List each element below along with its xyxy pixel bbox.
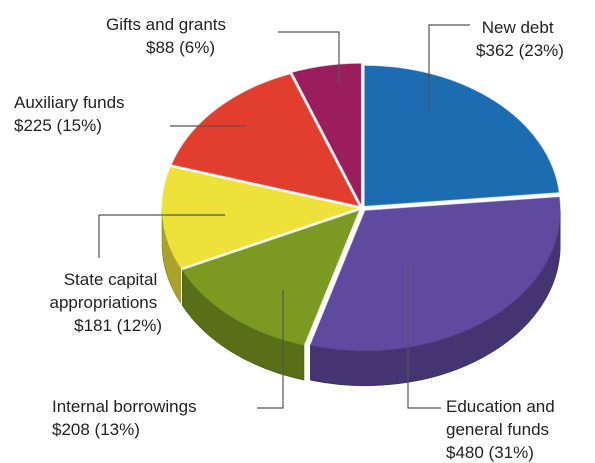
slice-label-internal-borrowings-value: $208 (13%) — [52, 420, 140, 439]
pie-slice-internal-borrowings — [181, 209, 360, 346]
leader-line-internal-borrowings — [257, 290, 284, 409]
slice-label-internal-borrowings: Internal borrowings $208 (13%) — [52, 397, 201, 439]
slice-label-education-general-value: $480 (31%) — [446, 443, 534, 462]
slice-label-auxiliary-funds-name: Auxiliary funds — [14, 93, 125, 112]
slice-label-new-debt-value: $362 (23%) — [476, 41, 564, 60]
slice-label-education-general: Education and general funds $480 (31%) — [446, 397, 559, 462]
slice-label-gifts-grants: Gifts and grants $88 (6%) — [106, 15, 231, 57]
slice-label-state-capital: State capital appropriations $181 (12%) — [50, 270, 162, 335]
slice-label-state-capital-line1: State capital — [64, 270, 158, 289]
slice-label-internal-borrowings-name: Internal borrowings — [52, 397, 197, 416]
slice-label-education-general-line2: general funds — [446, 420, 549, 439]
leader-line-education-general — [407, 262, 441, 409]
slice-label-new-debt-name: New debt — [482, 18, 554, 37]
leader-line-gifts-grants — [278, 31, 340, 84]
slice-label-state-capital-line2: appropriations — [50, 293, 158, 312]
slice-label-new-debt: New debt $362 (23%) — [476, 18, 564, 60]
pie-slice-education-and-general-funds — [309, 196, 561, 352]
leader-lines — [98, 24, 470, 409]
slice-label-auxiliary-funds-value: $225 (15%) — [14, 116, 102, 135]
slice-label-education-general-line1: Education and — [446, 397, 555, 416]
pie-slice-auxiliary-funds — [171, 73, 360, 207]
slice-label-gifts-grants-name: Gifts and grants — [106, 15, 226, 34]
leader-line-state-capital — [98, 214, 225, 258]
pie-slice-new-debt — [364, 65, 560, 207]
slice-label-gifts-grants-value: $88 (6%) — [146, 38, 215, 57]
pie-slices — [161, 63, 561, 352]
pie-slice-gifts-and-grants — [291, 63, 362, 205]
leader-line-new-debt — [428, 24, 470, 112]
pie-slice-state-capital-appropriations — [161, 166, 360, 269]
slice-label-state-capital-value: $181 (12%) — [74, 316, 162, 335]
slice-label-auxiliary-funds: Auxiliary funds $225 (15%) — [14, 93, 129, 135]
